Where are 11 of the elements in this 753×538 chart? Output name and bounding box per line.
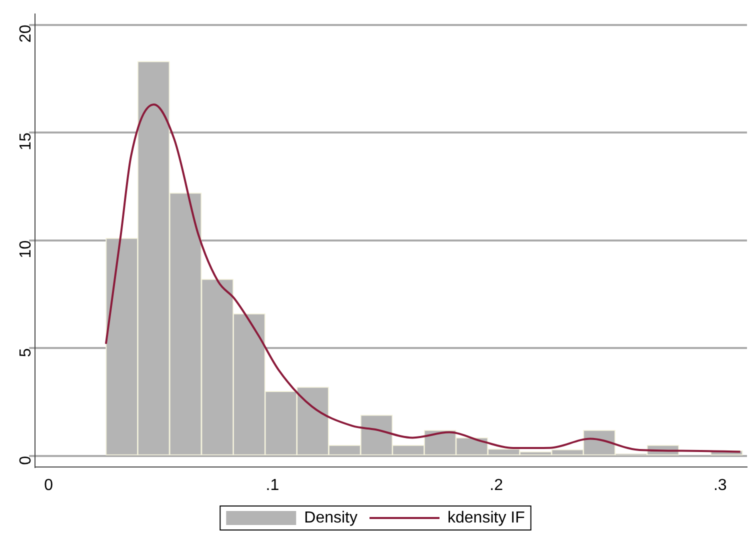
y-tick-label: 20 <box>18 24 35 43</box>
x-tick-label: 0 <box>44 476 54 494</box>
legend-label: kdensity IF <box>447 509 526 526</box>
y-tick-label: 10 <box>18 240 35 258</box>
legend-label: Density <box>304 509 358 526</box>
x-tick-label: .2 <box>490 476 504 494</box>
x-tick-label: .1 <box>266 476 280 494</box>
x-tick-label: .3 <box>713 476 727 494</box>
y-tick-label: 5 <box>18 348 35 358</box>
y-tick-label: 15 <box>18 132 35 150</box>
y-tick-label: 0 <box>18 456 35 465</box>
